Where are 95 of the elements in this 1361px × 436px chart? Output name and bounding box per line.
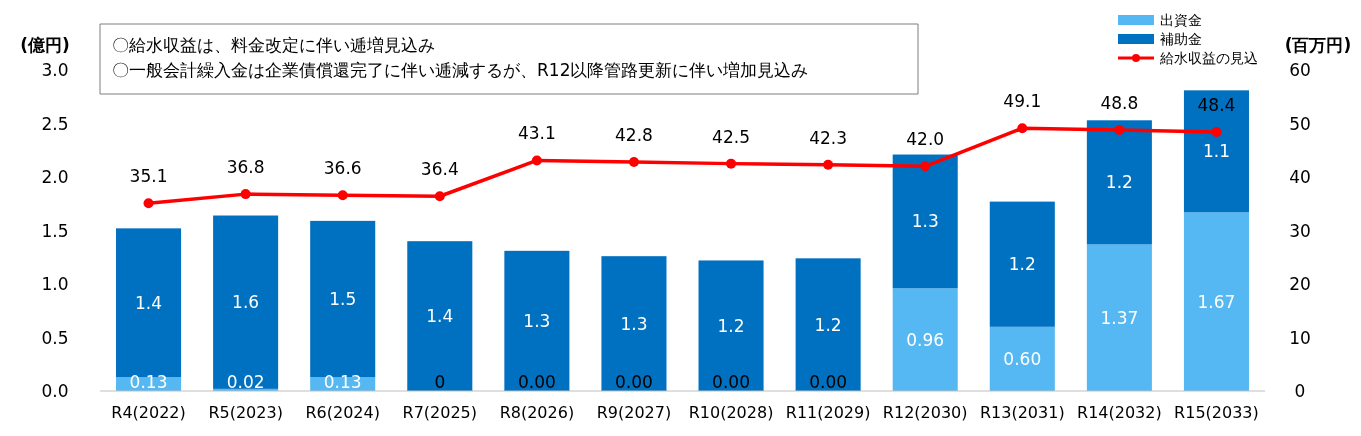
data-label: 0.02 bbox=[226, 372, 265, 392]
annotation: 〇一般会計繰入金は企業債償還完了に伴い逓減するが、R12以降管路更新に伴い増加見込み bbox=[112, 60, 809, 80]
y2-axis-title: (百万円) bbox=[1284, 35, 1352, 55]
data-label: 1.67 bbox=[1197, 291, 1236, 312]
data-label: 1.3 bbox=[620, 313, 648, 334]
data-label: 1.2 bbox=[717, 315, 745, 336]
data-label: 0.00 bbox=[809, 372, 848, 392]
data-label: 0.60 bbox=[1003, 348, 1042, 369]
bar bbox=[1183, 212, 1249, 391]
data-label: 42.3 bbox=[809, 127, 848, 148]
data-label: 0.96 bbox=[906, 329, 945, 350]
x-tick-label: R8(2026) bbox=[499, 402, 575, 422]
bar bbox=[407, 241, 473, 391]
x-tick-label: R12(2030) bbox=[882, 402, 968, 422]
y2-tick-label: 40 bbox=[1289, 167, 1311, 187]
point bbox=[1211, 127, 1222, 138]
data-label: 35.1 bbox=[129, 166, 168, 187]
y2-tick-label: 30 bbox=[1289, 220, 1311, 241]
bar bbox=[795, 258, 861, 391]
point bbox=[240, 189, 251, 200]
data-label: 36.6 bbox=[323, 158, 362, 179]
x-tick-label: R5(2023) bbox=[208, 402, 283, 422]
legend-label: 出資金 bbox=[1160, 12, 1202, 28]
data-label: 1.2 bbox=[1105, 172, 1133, 193]
data-label: 1.4 bbox=[426, 306, 454, 327]
point bbox=[1114, 124, 1125, 135]
bar bbox=[698, 260, 764, 391]
bar bbox=[989, 201, 1055, 327]
point bbox=[434, 191, 445, 202]
point bbox=[628, 157, 639, 168]
data-label: 1.5 bbox=[329, 288, 357, 309]
y-tick-label: 3.0 bbox=[41, 60, 69, 80]
data-label: 0.13 bbox=[129, 372, 168, 392]
point bbox=[143, 198, 154, 209]
x-tick-label: R10(2028) bbox=[688, 402, 774, 422]
bar bbox=[989, 326, 1055, 391]
x-tick-label: R15(2033) bbox=[1174, 402, 1259, 422]
bar bbox=[1086, 244, 1152, 391]
y2-tick-label: 50 bbox=[1289, 113, 1311, 134]
y-tick-label: 1.0 bbox=[41, 274, 69, 294]
data-label: 1.2 bbox=[1008, 254, 1036, 275]
point bbox=[920, 161, 931, 172]
data-label: 1.37 bbox=[1100, 307, 1139, 328]
y-tick-label: 2.5 bbox=[41, 113, 69, 134]
y-axis-title: (億円) bbox=[20, 35, 70, 55]
data-label: 1.3 bbox=[523, 310, 551, 331]
data-label: 48.8 bbox=[1100, 92, 1139, 113]
x-tick-label: R7(2025) bbox=[402, 402, 478, 422]
data-label: 42.5 bbox=[712, 126, 750, 147]
bar bbox=[504, 250, 570, 391]
data-label: 0.00 bbox=[712, 372, 750, 392]
x-tick-label: R13(2031) bbox=[979, 402, 1065, 422]
data-label: 49.1 bbox=[1003, 91, 1042, 112]
bar bbox=[892, 288, 958, 391]
y-tick-label: 2.0 bbox=[41, 167, 69, 187]
y2-tick-label: 10 bbox=[1289, 327, 1311, 348]
y2-tick-label: 0 bbox=[1294, 381, 1306, 401]
point bbox=[337, 190, 348, 201]
data-label: 0.00 bbox=[615, 372, 653, 392]
x-tick-label: R14(2032) bbox=[1077, 402, 1162, 422]
bar bbox=[213, 215, 279, 389]
x-tick-label: R6(2024) bbox=[305, 402, 380, 422]
data-label: 1.4 bbox=[135, 292, 163, 313]
bar bbox=[1086, 120, 1152, 245]
y-tick-label: 1.5 bbox=[41, 220, 69, 241]
data-label: 36.4 bbox=[420, 159, 459, 180]
x-tick-label: R11(2029) bbox=[785, 402, 871, 422]
point bbox=[823, 159, 834, 170]
data-label: 0 bbox=[434, 372, 446, 392]
data-label: 0.13 bbox=[323, 372, 362, 392]
data-label: 0.00 bbox=[517, 372, 556, 392]
data-label: 42.0 bbox=[906, 129, 945, 150]
text: 〇給水収益は、料金改定に伴い逓増見込み bbox=[112, 35, 435, 55]
point bbox=[1017, 123, 1028, 134]
data-label: 48.4 bbox=[1197, 95, 1236, 116]
data-label: 43.1 bbox=[517, 123, 556, 144]
data-label: 42.8 bbox=[615, 125, 653, 146]
bar bbox=[1183, 90, 1249, 213]
data-label: 1.6 bbox=[232, 292, 260, 313]
x-tick-label: R9(2027) bbox=[596, 402, 672, 422]
data-label: 1.1 bbox=[1202, 141, 1230, 162]
data-label: 36.8 bbox=[226, 157, 265, 178]
point bbox=[531, 155, 542, 166]
data-label: 1.2 bbox=[814, 314, 842, 335]
y2-tick-label: 20 bbox=[1289, 274, 1311, 294]
y2-tick-label: 60 bbox=[1289, 60, 1311, 80]
legend-label: 給水収益の見込 bbox=[1159, 50, 1258, 66]
y-tick-label: 0.5 bbox=[41, 327, 69, 348]
bar bbox=[892, 154, 958, 289]
legend-label: 補助金 bbox=[1160, 31, 1202, 47]
x-tick-label: R4(2022) bbox=[111, 402, 186, 422]
data-label: 1.3 bbox=[911, 211, 939, 232]
y-tick-label: 0.0 bbox=[41, 381, 69, 401]
point bbox=[726, 158, 737, 169]
bar bbox=[601, 256, 667, 391]
